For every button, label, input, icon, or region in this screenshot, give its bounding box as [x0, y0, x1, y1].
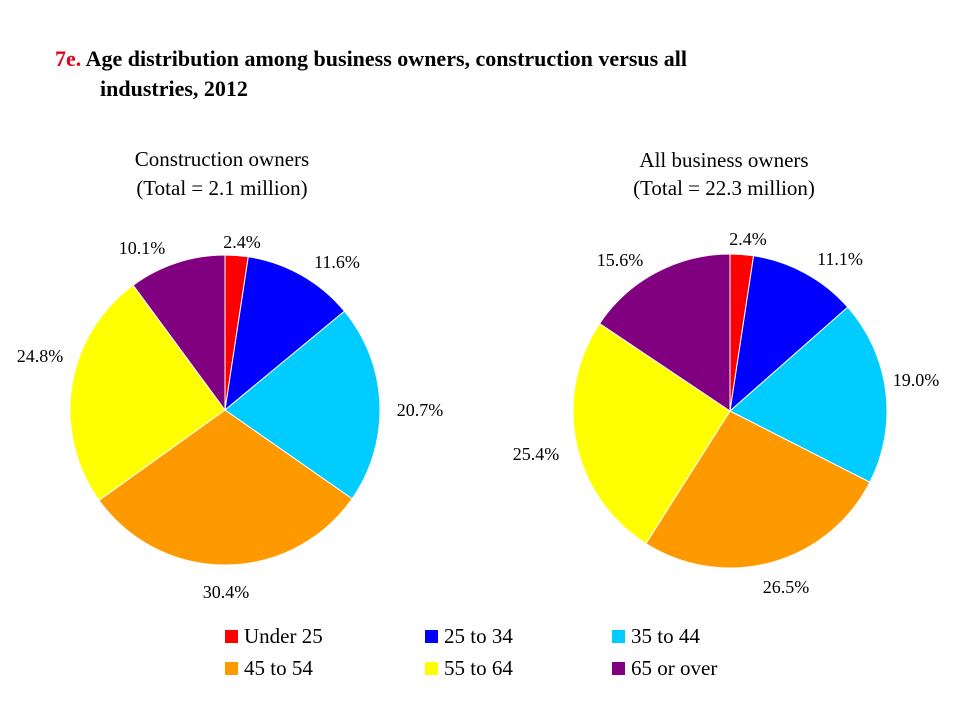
- data-label: 25.4%: [513, 444, 560, 464]
- legend-label: Under 25: [244, 623, 323, 648]
- data-label: 26.5%: [763, 577, 810, 597]
- legend-item: Under 25: [225, 624, 323, 648]
- legend-swatch: [612, 629, 625, 643]
- data-label: 19.0%: [893, 370, 940, 390]
- legend-label: 35 to 44: [631, 623, 700, 648]
- legend-swatch: [612, 661, 625, 675]
- data-label: 11.1%: [817, 249, 863, 269]
- title-line-1: Age distribution among business owners, …: [85, 46, 687, 71]
- legend-item: 35 to 44: [612, 624, 700, 648]
- pie-slice-25-to-34: [224, 256, 346, 412]
- pie-slice-35-to-44: [224, 310, 381, 500]
- pie-slice-35-to-44: [729, 306, 888, 483]
- data-label: 2.4%: [729, 229, 767, 249]
- legend-swatch: [425, 661, 438, 675]
- legend-label: 65 or over: [631, 655, 718, 680]
- pie-slice-55-to-64: [69, 284, 226, 502]
- pie-chart-2: All business owners (Total = 22.3 million…: [513, 148, 940, 597]
- data-label: 24.8%: [17, 346, 64, 366]
- data-label: 11.6%: [314, 252, 360, 272]
- title-line-2: industries, 2012: [100, 76, 248, 101]
- legend-swatch: [425, 629, 438, 643]
- legend-item: 45 to 54: [225, 656, 313, 680]
- pie-slice-55-to-64: [572, 322, 731, 545]
- legend-item: 25 to 34: [425, 624, 513, 648]
- pie-subtitle: (Total = 22.3 million): [633, 176, 815, 200]
- data-label: 20.7%: [397, 400, 444, 420]
- legend-item: 55 to 64: [425, 656, 513, 680]
- legend-item: 65 or over: [612, 656, 717, 680]
- pie-slice-25-to-34: [729, 255, 849, 413]
- data-label: 15.6%: [597, 250, 644, 270]
- legend-label: 55 to 64: [444, 655, 513, 680]
- legend-label: 45 to 54: [244, 655, 313, 680]
- pie-slice-45-to-54: [98, 409, 353, 566]
- legend-label: 25 to 34: [444, 623, 513, 648]
- data-label: 2.4%: [223, 232, 261, 252]
- pie-slice-45-to-54: [645, 410, 871, 569]
- legend-swatch: [225, 629, 238, 643]
- pie-title: Construction owners: [135, 147, 309, 171]
- pie-slice-65-or-over: [132, 254, 226, 412]
- pie-title: All business owners: [639, 148, 808, 172]
- data-label: 30.4%: [203, 582, 250, 602]
- pie-subtitle: (Total = 2.1 million): [136, 176, 307, 200]
- data-label: 10.1%: [119, 238, 166, 258]
- legend-swatch: [225, 661, 238, 675]
- page-title: 7e. Age distribution among business owne…: [55, 44, 915, 104]
- pie-slice-65-or-over: [598, 253, 731, 412]
- figure-number: 7e.: [55, 46, 82, 71]
- pie-chart-1: Construction owners (Total = 2.1 million)…: [17, 147, 444, 602]
